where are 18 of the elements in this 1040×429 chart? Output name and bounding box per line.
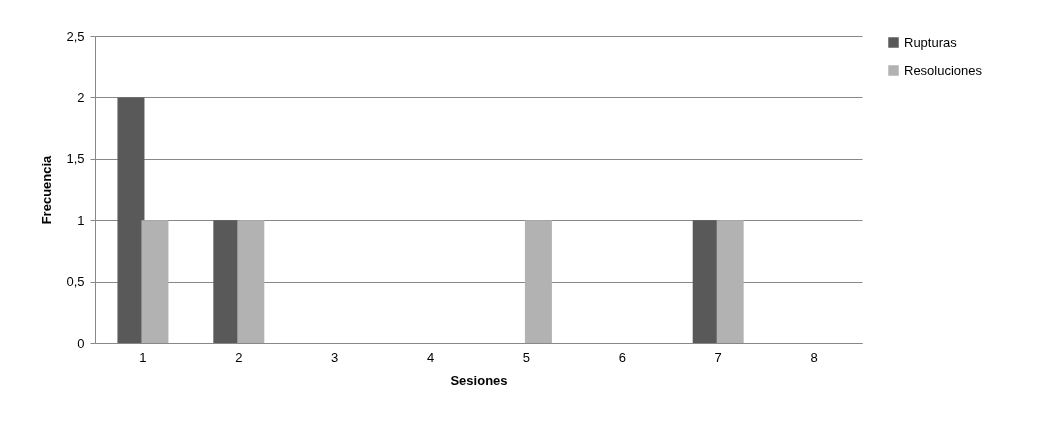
x-tick-label: 2 [235, 349, 243, 365]
y-tick-label: 0,5 [66, 274, 85, 290]
y-tick-label: 2 [77, 89, 85, 105]
x-tick-label: 4 [426, 349, 435, 365]
y-tick-label: 0 [77, 335, 85, 351]
legend-label: Rupturas [904, 34, 958, 50]
y-tick-label: 2,5 [66, 28, 85, 44]
x-tick-label: 8 [810, 349, 818, 365]
x-tick-label: 1 [139, 349, 147, 365]
x-tick-label: 5 [522, 349, 531, 365]
x-tick-label: 6 [618, 349, 626, 365]
legend-label: Resoluciones [904, 62, 983, 78]
x-tick-label: 3 [331, 349, 339, 365]
y-tick-label: 1,5 [66, 151, 85, 167]
x-axis-title: Sesiones [450, 372, 508, 388]
y-tick-label: 1 [77, 212, 85, 228]
x-tick-label: 7 [714, 349, 722, 365]
y-axis-title: Frecuencia [39, 154, 55, 225]
